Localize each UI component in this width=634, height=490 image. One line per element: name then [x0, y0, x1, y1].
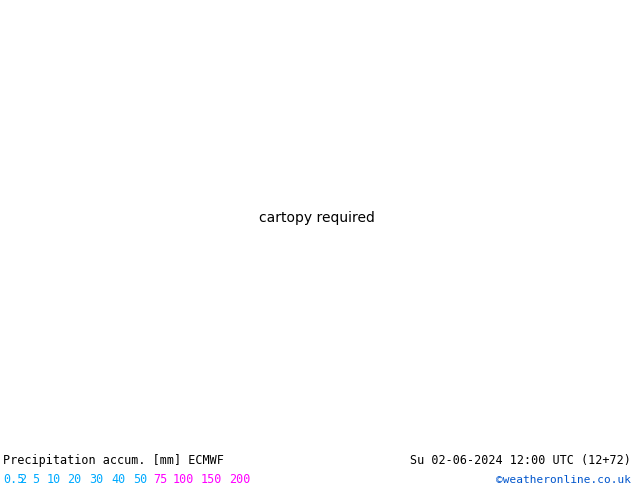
- Text: cartopy required: cartopy required: [259, 211, 375, 225]
- Text: 10: 10: [47, 473, 61, 487]
- Text: 75: 75: [153, 473, 167, 487]
- Text: 200: 200: [229, 473, 250, 487]
- Text: 40: 40: [111, 473, 126, 487]
- Text: 100: 100: [173, 473, 195, 487]
- Text: 30: 30: [89, 473, 103, 487]
- Text: ©weatheronline.co.uk: ©weatheronline.co.uk: [496, 475, 631, 485]
- Text: 20: 20: [67, 473, 81, 487]
- Text: 50: 50: [133, 473, 147, 487]
- Text: 150: 150: [201, 473, 223, 487]
- Text: 0.5: 0.5: [3, 473, 24, 487]
- Text: 5: 5: [32, 473, 39, 487]
- Text: Su 02-06-2024 12:00 UTC (12+72): Su 02-06-2024 12:00 UTC (12+72): [410, 454, 631, 466]
- Text: Precipitation accum. [mm] ECMWF: Precipitation accum. [mm] ECMWF: [3, 454, 224, 466]
- Text: 2: 2: [19, 473, 26, 487]
